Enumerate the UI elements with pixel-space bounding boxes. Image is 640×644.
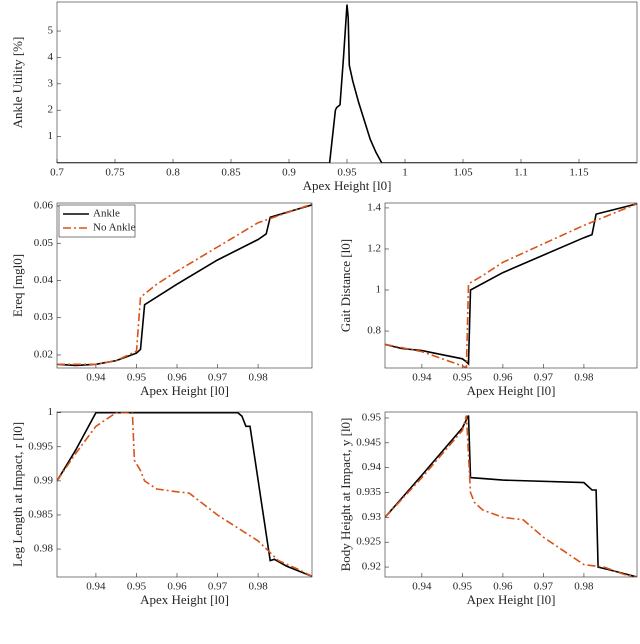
line-series	[57, 203, 312, 366]
y-tick-label: 0.935	[356, 486, 381, 498]
plot-area	[57, 2, 637, 163]
y-tick-label: 1	[376, 284, 382, 296]
legend-label: Ankle	[93, 208, 120, 220]
plot-area	[385, 203, 637, 368]
y-tick-label: 0.95	[362, 411, 382, 423]
x-axis-label: Apex Height [l0]	[140, 592, 229, 607]
y-tick-label: 1.4	[367, 201, 381, 213]
line-series	[57, 4, 637, 163]
y-tick-label: 1	[48, 130, 54, 142]
x-tick-label: 0.8	[166, 167, 180, 179]
y-tick-label: 0.92	[362, 561, 381, 573]
y-tick-label: 0.05	[34, 237, 54, 249]
axes-box	[56, 202, 313, 369]
y-tick-label: 0.04	[34, 274, 54, 286]
legend-box	[58, 204, 136, 238]
x-tick-label: 0.94	[86, 581, 106, 593]
y-tick-label: 1.2	[367, 243, 381, 255]
line-series	[57, 412, 312, 577]
y-axis-label: Ankle Utility [%]	[10, 37, 25, 129]
x-tick-label: 0.97	[534, 372, 554, 384]
x-tick-label: 1.05	[453, 167, 473, 179]
y-tick-label: 0.03	[34, 311, 54, 323]
x-tick-label: 0.98	[248, 581, 268, 593]
x-tick-label: 0.7	[50, 167, 64, 179]
y-tick-label: 0.8	[367, 325, 381, 337]
x-tick-label: 0.98	[574, 581, 594, 593]
x-tick-label: 0.98	[248, 372, 268, 384]
y-axis-label: Body Height at Impact, y [l0]	[338, 418, 353, 572]
x-tick-label: 0.94	[412, 581, 432, 593]
x-tick-label: 0.75	[105, 167, 125, 179]
x-tick-label: 0.95	[127, 581, 147, 593]
y-tick-label: 2	[48, 104, 54, 116]
x-axis-label: Apex Height [l0]	[303, 178, 392, 193]
x-tick-label: 0.96	[167, 372, 187, 384]
y-tick-label: 0.99	[34, 474, 54, 486]
axes-box	[384, 202, 638, 369]
x-axis-label: Apex Height [l0]	[467, 383, 556, 398]
line-series	[57, 412, 312, 577]
y-tick-label: 0.02	[34, 348, 53, 360]
x-tick-label: 0.95	[337, 167, 357, 179]
y-tick-label: 1	[48, 406, 54, 418]
plot-area	[57, 412, 312, 577]
x-tick-label: 0.98	[574, 372, 594, 384]
line-series	[385, 203, 637, 368]
y-axis-label: Ereq [mgl0]	[10, 254, 25, 317]
x-tick-label: 0.97	[534, 581, 554, 593]
y-axis-label: Leg Length at Impact, r [l0]	[10, 422, 25, 567]
x-tick-label: 0.95	[453, 581, 473, 593]
y-tick-label: 3	[48, 77, 54, 89]
x-tick-label: 0.96	[493, 581, 513, 593]
y-tick-label: 0.93	[362, 511, 382, 523]
x-tick-label: 0.9	[282, 167, 296, 179]
y-tick-label: 0.94	[362, 461, 382, 473]
x-tick-label: 0.95	[127, 372, 147, 384]
y-tick-label: 4	[48, 51, 54, 63]
y-tick-label: 0.995	[28, 440, 53, 452]
y-tick-label: 0.98	[34, 543, 54, 555]
x-tick-label: 0.85	[221, 167, 241, 179]
y-tick-label: 0.925	[356, 536, 381, 548]
x-tick-label: 0.94	[412, 372, 432, 384]
y-tick-label: 0.985	[28, 508, 53, 520]
axes-box	[56, 411, 313, 578]
x-tick-label: 1	[402, 167, 408, 179]
x-tick-label: 1.1	[514, 167, 528, 179]
line-series	[385, 415, 637, 577]
y-tick-label: 5	[48, 25, 54, 37]
x-tick-label: 0.97	[208, 372, 228, 384]
axes-box	[56, 1, 638, 164]
y-tick-label: 0.06	[34, 200, 54, 212]
x-tick-label: 0.95	[453, 372, 473, 384]
y-tick-label: 0.945	[356, 436, 381, 448]
x-tick-label: 1.15	[569, 167, 589, 179]
y-axis-label: Gait Distance [l0]	[338, 239, 353, 332]
x-tick-label: 0.96	[493, 372, 513, 384]
x-axis-label: Apex Height [l0]	[467, 592, 556, 607]
x-tick-label: 0.94	[86, 372, 106, 384]
x-tick-label: 0.97	[208, 581, 228, 593]
legend-label: No Ankle	[93, 222, 136, 234]
line-series	[385, 415, 637, 577]
x-tick-label: 0.96	[167, 581, 187, 593]
line-series	[385, 203, 637, 366]
plot-area	[385, 412, 637, 577]
x-axis-label: Apex Height [l0]	[140, 383, 229, 398]
axes-box	[384, 411, 638, 578]
